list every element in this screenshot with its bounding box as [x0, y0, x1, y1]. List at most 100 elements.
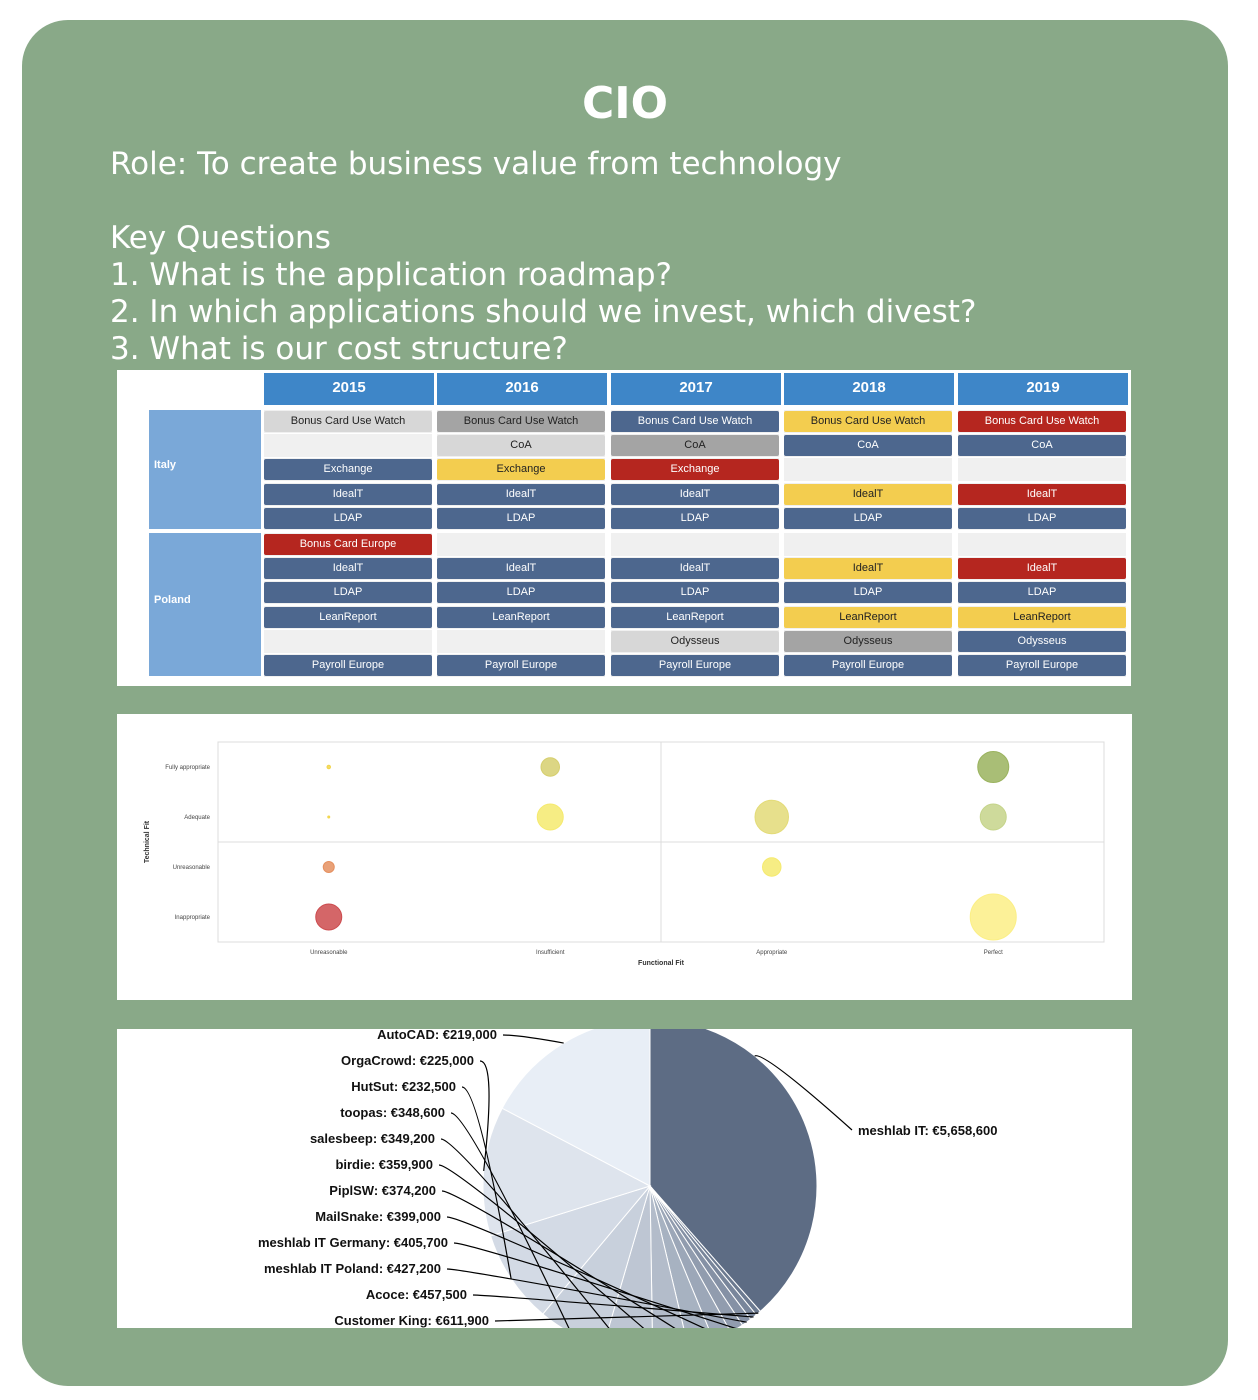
pie-chart-svg: meshlab IT: €5,658,600 AutoCAD: €219,000 O…: [258, 1029, 997, 1328]
app-cell[interactable]: Odysseus: [784, 630, 952, 652]
app-cell[interactable]: Payroll Europe: [264, 655, 432, 676]
app-cell[interactable]: Bonus Card Use Watch: [958, 411, 1126, 432]
bubble-point: [536, 803, 564, 831]
app-cell[interactable]: LDAP: [958, 582, 1126, 604]
app-cell[interactable]: LDAP: [784, 582, 952, 604]
pie-label: HutSut: €232,500: [351, 1079, 456, 1094]
pie-leader: [754, 1055, 853, 1131]
app-cell[interactable]: Exchange: [611, 459, 779, 481]
pie-leader: [461, 1086, 512, 1279]
app-cell[interactable]: CoA: [784, 435, 952, 457]
pie-slice: [649, 1185, 709, 1328]
app-cell[interactable]: LeanReport: [611, 606, 779, 628]
question-1: 1. What is the application roadmap?: [110, 257, 672, 293]
app-cell[interactable]: Bonus Card Europe: [264, 534, 432, 555]
app-cell[interactable]: IdealT: [264, 483, 432, 505]
portfolio-bubble-chart: Unreasonable Insufficient Appropriate Perfe…: [117, 714, 1132, 1000]
key-questions-title: Key Questions: [110, 220, 331, 256]
pie-leader: [440, 1138, 610, 1328]
roadmap-lane: [784, 533, 952, 556]
pie-label: meshlab IT Germany: €405,700: [258, 1235, 448, 1250]
pie-slice: [501, 1029, 651, 1187]
app-cell[interactable]: LDAP: [264, 507, 432, 529]
pie-slice: [649, 1029, 818, 1313]
pie-label: PiplSW: €374,200: [329, 1183, 436, 1198]
pie-slice: [649, 1185, 685, 1328]
pie-label: salesbeep: €349,200: [310, 1131, 435, 1146]
role-text: Role: To create business value from tech…: [110, 146, 842, 182]
roadmap-lane: [264, 434, 432, 458]
year-header-2017: 2017: [611, 373, 781, 405]
app-cell[interactable]: LDAP: [264, 582, 432, 604]
app-cell[interactable]: CoA: [437, 435, 605, 457]
pie-leader: [450, 1112, 570, 1328]
app-cell[interactable]: IdealT: [611, 558, 779, 580]
year-header-2018: 2018: [784, 373, 954, 405]
app-cell[interactable]: Bonus Card Use Watch: [784, 411, 952, 432]
bubble-chart-svg: Unreasonable Insufficient Appropriate Perfe…: [144, 741, 1105, 967]
roadmap-lane: [958, 533, 1126, 556]
app-cell[interactable]: LeanReport: [784, 606, 952, 628]
year-header-2016: 2016: [437, 373, 607, 405]
app-cell[interactable]: CoA: [611, 435, 779, 457]
app-cell[interactable]: Exchange: [264, 459, 432, 481]
app-cell[interactable]: Odysseus: [611, 630, 779, 652]
roadmap-lane: [437, 533, 605, 556]
app-cell[interactable]: Payroll Europe: [611, 655, 779, 676]
app-cell[interactable]: LDAP: [611, 582, 779, 604]
app-cell[interactable]: IdealT: [437, 558, 605, 580]
app-cell[interactable]: Payroll Europe: [784, 655, 952, 676]
pie-label: birdie: €359,900: [335, 1157, 433, 1172]
pie-label: Customer King: €611,900: [334, 1313, 489, 1328]
key-questions: Key Questions 1. What is the application…: [110, 220, 976, 368]
country-italy: Italy: [149, 410, 261, 529]
bubble-point: [754, 799, 789, 835]
y-tick-label: Fully appropriate: [165, 765, 210, 771]
y-tick-label: Adequate: [184, 815, 210, 821]
application-roadmap: 2015 2016 2017 2018 2019 Italy Bonus Card Use …: [117, 370, 1131, 686]
bubble-point: [326, 764, 331, 770]
app-cell[interactable]: Exchange: [437, 459, 605, 481]
app-cell[interactable]: LeanReport: [437, 606, 605, 628]
app-cell[interactable]: CoA: [958, 435, 1126, 457]
bubble-point: [979, 803, 1007, 831]
pie-slice: [608, 1185, 653, 1328]
app-cell[interactable]: LDAP: [611, 507, 779, 529]
app-cell[interactable]: Payroll Europe: [437, 655, 605, 676]
y-tick-label: Inappropriate: [175, 915, 211, 921]
app-cell[interactable]: Payroll Europe: [958, 655, 1126, 676]
app-cell[interactable]: IdealT: [958, 558, 1126, 580]
app-cell[interactable]: IdealT: [784, 483, 952, 505]
app-cell[interactable]: LDAP: [437, 582, 605, 604]
app-cell[interactable]: IdealT: [611, 483, 779, 505]
app-cell[interactable]: LDAP: [437, 507, 605, 529]
bubble-point: [540, 757, 560, 777]
pie-label: meshlab IT Poland: €427,200: [264, 1261, 441, 1276]
bubble-point: [315, 903, 343, 931]
year-header-2019: 2019: [958, 373, 1128, 405]
app-cell[interactable]: LeanReport: [264, 606, 432, 628]
app-cell[interactable]: IdealT: [958, 483, 1126, 505]
question-2: 2. In which applications should we inves…: [110, 294, 977, 330]
app-cell[interactable]: Bonus Card Use Watch: [264, 411, 432, 432]
x-tick-label: Appropriate: [756, 950, 788, 956]
bubble-point: [327, 815, 331, 819]
app-cell[interactable]: Odysseus: [958, 630, 1126, 652]
x-axis-label: Functional Fit: [638, 960, 685, 967]
app-cell[interactable]: Bonus Card Use Watch: [437, 411, 605, 432]
roadmap-lane: [611, 533, 779, 556]
bubble-point: [322, 861, 335, 873]
page-title: CIO: [581, 78, 669, 129]
app-cell[interactable]: LDAP: [958, 507, 1126, 529]
roadmap-lane: [264, 629, 432, 653]
app-cell[interactable]: IdealT: [264, 558, 432, 580]
pie-leader: [446, 1268, 747, 1323]
app-cell[interactable]: Bonus Card Use Watch: [611, 411, 779, 432]
app-cell[interactable]: IdealT: [437, 483, 605, 505]
app-cell[interactable]: LDAP: [784, 507, 952, 529]
bubble-point: [762, 857, 782, 877]
country-label: Italy: [154, 458, 177, 471]
app-cell[interactable]: IdealT: [784, 558, 952, 580]
app-cell[interactable]: LeanReport: [958, 606, 1126, 628]
question-3: 3. What is our cost structure?: [110, 331, 568, 367]
